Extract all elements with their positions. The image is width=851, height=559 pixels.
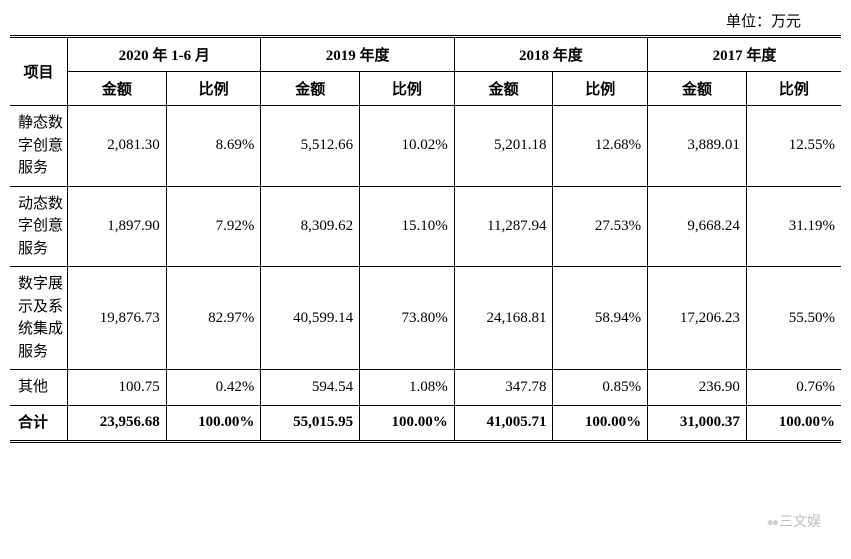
sub-header-amount: 金额 bbox=[261, 72, 360, 106]
sub-header-ratio: 比例 bbox=[360, 72, 455, 106]
cell-amount: 3,889.01 bbox=[648, 106, 747, 187]
cell-ratio: 0.85% bbox=[553, 370, 648, 406]
cell-amount: 40,599.14 bbox=[261, 267, 360, 370]
cell-amount: 31,000.37 bbox=[648, 405, 747, 442]
col-header-period-3: 2017 年度 bbox=[648, 37, 841, 72]
cell-amount: 24,168.81 bbox=[454, 267, 553, 370]
sub-header-amount: 金额 bbox=[454, 72, 553, 106]
cell-ratio: 55.50% bbox=[746, 267, 841, 370]
cell-ratio: 7.92% bbox=[166, 186, 261, 267]
sub-header-ratio: 比例 bbox=[166, 72, 261, 106]
cell-amount: 55,015.95 bbox=[261, 405, 360, 442]
cell-ratio: 100.00% bbox=[360, 405, 455, 442]
cell-ratio: 100.00% bbox=[746, 405, 841, 442]
cell-amount: 1,897.90 bbox=[68, 186, 167, 267]
cell-amount: 5,201.18 bbox=[454, 106, 553, 187]
cell-amount: 594.54 bbox=[261, 370, 360, 406]
cell-ratio: 27.53% bbox=[553, 186, 648, 267]
cell-ratio: 58.94% bbox=[553, 267, 648, 370]
cell-amount: 11,287.94 bbox=[454, 186, 553, 267]
table-row: 动态数字创意服务 1,897.90 7.92% 8,309.62 15.10% … bbox=[10, 186, 841, 267]
cell-ratio: 31.19% bbox=[746, 186, 841, 267]
watermark-text: 三文娱 bbox=[779, 513, 821, 529]
watermark-icon bbox=[767, 513, 780, 529]
col-header-period-0: 2020 年 1-6 月 bbox=[68, 37, 261, 72]
sub-header-amount: 金额 bbox=[68, 72, 167, 106]
watermark: 三文娱 bbox=[767, 511, 822, 531]
table-row-total: 合计 23,956.68 100.00% 55,015.95 100.00% 4… bbox=[10, 405, 841, 442]
cell-ratio: 10.02% bbox=[360, 106, 455, 187]
cell-amount: 5,512.66 bbox=[261, 106, 360, 187]
row-label: 静态数字创意服务 bbox=[10, 106, 68, 187]
cell-ratio: 73.80% bbox=[360, 267, 455, 370]
table-row: 数字展示及系统集成服务 19,876.73 82.97% 40,599.14 7… bbox=[10, 267, 841, 370]
cell-ratio: 0.42% bbox=[166, 370, 261, 406]
cell-amount: 347.78 bbox=[454, 370, 553, 406]
cell-ratio: 100.00% bbox=[553, 405, 648, 442]
cell-amount: 41,005.71 bbox=[454, 405, 553, 442]
cell-amount: 19,876.73 bbox=[68, 267, 167, 370]
cell-amount: 2,081.30 bbox=[68, 106, 167, 187]
col-header-period-1: 2019 年度 bbox=[261, 37, 454, 72]
cell-ratio: 0.76% bbox=[746, 370, 841, 406]
cell-amount: 17,206.23 bbox=[648, 267, 747, 370]
sub-header-amount: 金额 bbox=[648, 72, 747, 106]
table-row: 其他 100.75 0.42% 594.54 1.08% 347.78 0.85… bbox=[10, 370, 841, 406]
col-header-period-2: 2018 年度 bbox=[454, 37, 647, 72]
sub-header-ratio: 比例 bbox=[553, 72, 648, 106]
cell-amount: 8,309.62 bbox=[261, 186, 360, 267]
row-label-total: 合计 bbox=[10, 405, 68, 442]
unit-label: 单位：万元 bbox=[10, 10, 841, 31]
cell-ratio: 100.00% bbox=[166, 405, 261, 442]
cell-ratio: 12.68% bbox=[553, 106, 648, 187]
row-label: 其他 bbox=[10, 370, 68, 406]
cell-ratio: 1.08% bbox=[360, 370, 455, 406]
cell-amount: 236.90 bbox=[648, 370, 747, 406]
cell-ratio: 8.69% bbox=[166, 106, 261, 187]
cell-amount: 23,956.68 bbox=[68, 405, 167, 442]
cell-amount: 100.75 bbox=[68, 370, 167, 406]
row-label: 动态数字创意服务 bbox=[10, 186, 68, 267]
row-label: 数字展示及系统集成服务 bbox=[10, 267, 68, 370]
data-table: 项目 2020 年 1-6 月 2019 年度 2018 年度 2017 年度 … bbox=[10, 35, 841, 443]
cell-ratio: 12.55% bbox=[746, 106, 841, 187]
table-row: 静态数字创意服务 2,081.30 8.69% 5,512.66 10.02% … bbox=[10, 106, 841, 187]
sub-header-ratio: 比例 bbox=[746, 72, 841, 106]
cell-ratio: 15.10% bbox=[360, 186, 455, 267]
cell-ratio: 82.97% bbox=[166, 267, 261, 370]
col-header-item: 项目 bbox=[10, 37, 68, 106]
cell-amount: 9,668.24 bbox=[648, 186, 747, 267]
